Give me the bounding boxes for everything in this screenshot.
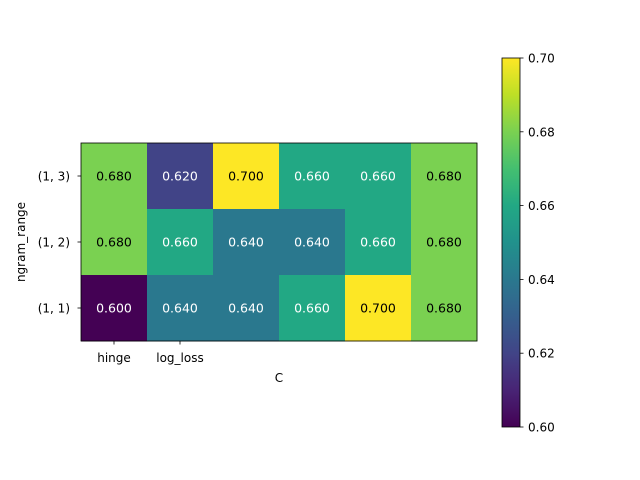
colorbar-tick-label: 0.70 <box>528 52 555 66</box>
heatmap-cell <box>81 143 148 210</box>
heatmap-cell <box>81 275 148 342</box>
colorbar-frame <box>501 57 521 428</box>
colorbar-tick-label: 0.60 <box>528 421 555 435</box>
cell-value-label: 0.660 <box>360 169 396 184</box>
colorbar-tick-label: 0.68 <box>528 125 555 139</box>
colorbar-tick-label: 0.66 <box>528 199 555 213</box>
heatmap-cell <box>213 209 280 276</box>
heatmap-cell <box>279 275 346 342</box>
cell-value-label: 0.660 <box>294 169 330 184</box>
cell-value-label: 0.620 <box>162 169 198 184</box>
heatmap-cell <box>411 143 478 210</box>
x-axis-ticks: hinge log_loss <box>97 341 204 365</box>
y-tick-label: (1, 3) <box>38 170 70 184</box>
heatmap-cell <box>147 143 214 210</box>
cell-value-label: 0.640 <box>228 301 264 316</box>
y-axis-ticks: (1, 3) (1, 2) (1, 1) <box>38 170 81 316</box>
cell-value-label: 0.640 <box>228 235 264 250</box>
colorbar: 0.60 0.62 0.64 0.66 0.68 0.70 <box>501 52 555 435</box>
cell-value-label: 0.700 <box>228 169 264 184</box>
heatmap-cell <box>213 275 280 342</box>
cell-value-label: 0.680 <box>426 235 462 250</box>
cell-value-label: 0.700 <box>360 301 396 316</box>
colorbar-tick-label: 0.64 <box>528 273 555 287</box>
heatmap-cell-labels: 0.680 0.620 0.700 0.660 0.660 0.680 0.680 0.660… <box>96 169 462 316</box>
heatmap-cell <box>345 209 412 276</box>
heatmap-cells <box>81 143 478 342</box>
cell-value-label: 0.660 <box>162 235 198 250</box>
heatmap-cell <box>411 275 478 342</box>
x-axis-label: C <box>275 371 283 385</box>
heatmap-cell <box>81 209 148 276</box>
heatmap-cell <box>345 143 412 210</box>
cell-value-label: 0.660 <box>360 235 396 250</box>
y-tick-label: (1, 2) <box>38 236 70 250</box>
y-axis-label: ngram_range <box>14 202 28 282</box>
heatmap-cell <box>147 275 214 342</box>
x-tick-label: hinge <box>97 351 131 365</box>
cell-value-label: 0.640 <box>162 301 198 316</box>
heatmap-cell <box>411 209 478 276</box>
heatmap-cell <box>279 143 346 210</box>
cell-value-label: 0.640 <box>294 235 330 250</box>
colorbar-tick-label: 0.62 <box>528 347 555 361</box>
colorbar-gradient <box>502 58 520 427</box>
cell-value-label: 0.680 <box>96 235 132 250</box>
heatmap-cell <box>213 143 280 210</box>
colorbar-ticks: 0.60 0.62 0.64 0.66 0.68 0.70 <box>520 52 555 435</box>
heatmap-cell <box>279 209 346 276</box>
cell-value-label: 0.680 <box>96 169 132 184</box>
cell-value-label: 0.680 <box>426 169 462 184</box>
x-tick-label: log_loss <box>156 351 203 365</box>
cell-value-label: 0.680 <box>426 301 462 316</box>
cell-value-label: 0.660 <box>294 301 330 316</box>
heatmap-cell <box>345 275 412 342</box>
heatmap-cell <box>147 209 214 276</box>
cell-value-label: 0.600 <box>96 301 132 316</box>
y-tick-label: (1, 1) <box>38 302 70 316</box>
